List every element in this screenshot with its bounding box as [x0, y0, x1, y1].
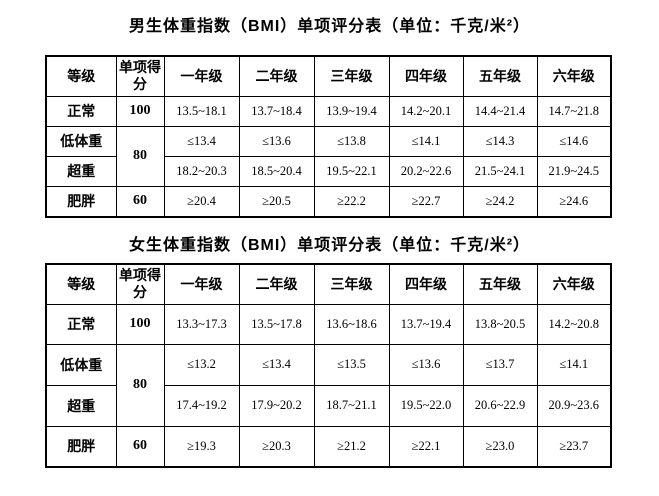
bmi-range-cell: ≤13.6 — [388, 343, 464, 386]
bmi-range-cell: ≥20.5 — [238, 185, 315, 218]
score-cell: 60 — [115, 185, 165, 218]
bmi-range-cell: 13.5~18.1 — [163, 95, 240, 127]
bmi-range-cell: ≥22.7 — [388, 185, 464, 218]
grade-label-cell: 低体重 — [45, 343, 117, 386]
bmi-range-cell: 14.4~21.4 — [462, 95, 538, 127]
grade-label-cell: 超重 — [45, 155, 117, 187]
column-header: 五年级 — [462, 55, 538, 97]
bmi-range-cell: 18.7~21.1 — [313, 384, 390, 427]
bmi-range-cell: 19.5~22.1 — [313, 155, 390, 187]
grade-label-cell: 超重 — [45, 384, 117, 427]
bmi-range-cell: ≤14.6 — [536, 125, 612, 157]
bmi-range-cell: ≥23.0 — [462, 425, 538, 468]
table-row: 超重 18.2~20.3 18.5~20.4 19.5~22.1 20.2~22.6 21… — [45, 155, 612, 187]
bmi-range-cell: ≤13.4 — [163, 125, 240, 157]
bmi-range-cell: ≤13.4 — [238, 343, 315, 386]
column-header: 三年级 — [313, 55, 390, 97]
bmi-range-cell: ≥20.4 — [163, 185, 240, 218]
bmi-range-cell: ≥21.2 — [313, 425, 390, 468]
bmi-range-cell: 14.2~20.8 — [536, 303, 612, 345]
bmi-range-cell: 21.9~24.5 — [536, 155, 612, 187]
score-cell: 80 — [115, 125, 165, 187]
bmi-range-cell: 13.7~18.4 — [238, 95, 315, 127]
bmi-range-cell: ≤13.5 — [313, 343, 390, 386]
bmi-range-cell: 17.4~19.2 — [163, 384, 240, 427]
table-row: 低体重 80 ≤13.4 ≤13.6 ≤13.8 ≤14.1 ≤14.3 ≤14.6 — [45, 125, 612, 187]
score-cell: 60 — [115, 425, 165, 468]
column-header: 等级 — [45, 263, 117, 305]
column-header: 等级 — [45, 55, 117, 97]
bmi-range-cell: 20.2~22.6 — [388, 155, 464, 187]
table-row: 超重 17.4~19.2 17.9~20.2 18.7~21.1 19.5~22.0 20… — [45, 384, 612, 427]
grade-label-cell: 肥胖 — [45, 185, 117, 218]
girls-table-title: 女生体重指数（BMI）单项评分表（单位：千克/米²） — [128, 237, 531, 254]
bmi-range-cell: 13.6~18.6 — [313, 303, 390, 345]
bmi-range-cell: ≥24.6 — [536, 185, 612, 218]
bmi-range-cell: 13.8~20.5 — [462, 303, 538, 345]
bmi-range-cell: 17.9~20.2 — [238, 384, 315, 427]
boys-bmi-table: 等级 单项得分 一年级 二年级 三年级 四年级 五年级 六年级 正常 100 13.5~18.1 13… — [45, 55, 612, 218]
bmi-range-cell: ≥24.2 — [462, 185, 538, 218]
bmi-range-cell: 14.2~20.1 — [388, 95, 464, 127]
score-cell: 80 — [115, 343, 165, 427]
bmi-range-cell: 20.9~23.6 — [536, 384, 612, 427]
score-cell: 100 — [115, 95, 165, 127]
table-header-row: 等级 单项得分 一年级 二年级 三年级 四年级 五年级 六年级 — [45, 55, 612, 97]
column-header: 三年级 — [313, 263, 390, 305]
table-row: 正常 100 13.3~17.3 13.5~17.8 13.6~18.6 13.7~19.… — [45, 303, 612, 345]
bmi-range-cell: 13.9~19.4 — [313, 95, 390, 127]
bmi-range-cell: 18.5~20.4 — [238, 155, 315, 187]
bmi-range-cell: 21.5~24.1 — [462, 155, 538, 187]
grade-label-cell: 正常 — [45, 95, 117, 127]
column-header: 六年级 — [536, 55, 612, 97]
bmi-range-cell: ≤13.6 — [238, 125, 315, 157]
bmi-range-cell: 20.6~22.9 — [462, 384, 538, 427]
column-header: 四年级 — [388, 263, 464, 305]
score-cell: 100 — [115, 303, 165, 345]
column-header: 一年级 — [163, 55, 240, 97]
bmi-range-cell: ≥22.1 — [388, 425, 464, 468]
column-header: 一年级 — [163, 263, 240, 305]
bmi-range-cell: ≤14.3 — [462, 125, 538, 157]
table-row: 肥胖 60 ≥20.4 ≥20.5 ≥22.2 ≥22.7 ≥24.2 ≥24.6 — [45, 185, 612, 218]
bmi-range-cell: 13.5~17.8 — [238, 303, 315, 345]
grade-label-cell: 肥胖 — [45, 425, 117, 468]
bmi-range-cell: ≥22.2 — [313, 185, 390, 218]
grade-label-cell: 低体重 — [45, 125, 117, 157]
boys-table-title: 男生体重指数（BMI）单项评分表（单位：千克/米²） — [128, 18, 531, 35]
table-header-row: 等级 单项得分 一年级 二年级 三年级 四年级 五年级 六年级 — [45, 263, 612, 305]
table-row: 正常 100 13.5~18.1 13.7~18.4 13.9~19.4 14.2~20.… — [45, 95, 612, 127]
bmi-range-cell: 13.3~17.3 — [163, 303, 240, 345]
column-header: 六年级 — [536, 263, 612, 305]
girls-bmi-table: 等级 单项得分 一年级 二年级 三年级 四年级 五年级 六年级 正常 100 13.3~17.3 13… — [45, 263, 612, 468]
table-row: 肥胖 60 ≥19.3 ≥20.3 ≥21.2 ≥22.1 ≥23.0 ≥23.7 — [45, 425, 612, 468]
bmi-range-cell: 18.2~20.3 — [163, 155, 240, 187]
bmi-range-cell: ≤13.7 — [462, 343, 538, 386]
table-row: 低体重 80 ≤13.2 ≤13.4 ≤13.5 ≤13.6 ≤13.7 ≤14.1 — [45, 343, 612, 427]
bmi-range-cell: ≥20.3 — [238, 425, 315, 468]
bmi-range-cell: 14.7~21.8 — [536, 95, 612, 127]
grade-label-cell: 正常 — [45, 303, 117, 345]
bmi-range-cell: 13.7~19.4 — [388, 303, 464, 345]
column-header: 二年级 — [238, 55, 315, 97]
column-header: 四年级 — [388, 55, 464, 97]
column-header: 单项得分 — [115, 55, 165, 97]
bmi-range-cell: ≤13.8 — [313, 125, 390, 157]
column-header: 二年级 — [238, 263, 315, 305]
bmi-range-cell: ≤14.1 — [536, 343, 612, 386]
bmi-range-cell: ≤14.1 — [388, 125, 464, 157]
bmi-range-cell: ≤13.2 — [163, 343, 240, 386]
bmi-range-cell: ≥23.7 — [536, 425, 612, 468]
bmi-range-cell: ≥19.3 — [163, 425, 240, 468]
bmi-range-cell: 19.5~22.0 — [388, 384, 464, 427]
column-header: 五年级 — [462, 263, 538, 305]
column-header: 单项得分 — [115, 263, 165, 305]
